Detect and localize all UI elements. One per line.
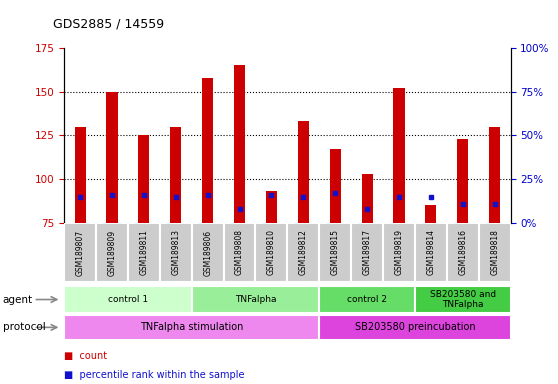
Bar (287, 223, 319, 282)
Text: ■  count: ■ count (64, 351, 107, 361)
Bar (425, 205, 436, 223)
Text: GSM189819: GSM189819 (395, 230, 403, 275)
Bar (298, 121, 309, 223)
Bar (192, 223, 224, 282)
Bar (415, 223, 447, 282)
Text: protocol: protocol (3, 322, 46, 333)
Bar (457, 139, 468, 223)
Text: TNFalpha stimulation: TNFalpha stimulation (140, 322, 243, 333)
Text: GSM189815: GSM189815 (331, 230, 340, 275)
Text: TNFalpha: TNFalpha (235, 295, 276, 304)
Bar (489, 127, 500, 223)
Bar (330, 149, 341, 223)
Bar (138, 135, 150, 223)
Text: control 1: control 1 (108, 295, 148, 304)
Text: GSM189812: GSM189812 (299, 230, 308, 275)
Text: GSM189809: GSM189809 (108, 229, 117, 276)
Text: GSM189807: GSM189807 (76, 229, 85, 276)
Text: GSM189810: GSM189810 (267, 230, 276, 275)
Bar (75, 127, 86, 223)
Text: GSM189818: GSM189818 (490, 230, 499, 275)
Text: GSM189811: GSM189811 (140, 230, 148, 275)
Text: SB203580 preincubation: SB203580 preincubation (354, 322, 475, 333)
Bar (383, 223, 415, 282)
Bar (362, 174, 373, 223)
Bar (319, 223, 351, 282)
Bar (64, 223, 96, 282)
Text: GSM189817: GSM189817 (363, 230, 372, 275)
Text: GSM189808: GSM189808 (235, 230, 244, 275)
Bar (234, 65, 245, 223)
Bar (447, 223, 479, 282)
Text: GSM189816: GSM189816 (458, 230, 467, 275)
Text: agent: agent (3, 295, 33, 305)
Bar (266, 191, 277, 223)
Text: GDS2885 / 14559: GDS2885 / 14559 (53, 18, 164, 31)
Bar (415, 286, 511, 313)
Bar (224, 223, 256, 282)
Bar (256, 223, 287, 282)
Bar (202, 78, 213, 223)
Bar (64, 286, 192, 313)
Bar (64, 315, 319, 340)
Bar (319, 315, 511, 340)
Bar (479, 223, 511, 282)
Bar (170, 127, 181, 223)
Text: control 2: control 2 (347, 295, 387, 304)
Text: GSM189814: GSM189814 (426, 230, 435, 275)
Bar (192, 286, 319, 313)
Bar (160, 223, 192, 282)
Bar (96, 223, 128, 282)
Bar (128, 223, 160, 282)
Text: SB203580 and
TNFalpha: SB203580 and TNFalpha (430, 290, 496, 309)
Bar (319, 286, 415, 313)
Bar (393, 88, 405, 223)
Text: ■  percentile rank within the sample: ■ percentile rank within the sample (64, 370, 244, 380)
Text: GSM189813: GSM189813 (171, 230, 180, 275)
Bar (107, 92, 118, 223)
Bar (351, 223, 383, 282)
Text: GSM189806: GSM189806 (203, 229, 212, 276)
